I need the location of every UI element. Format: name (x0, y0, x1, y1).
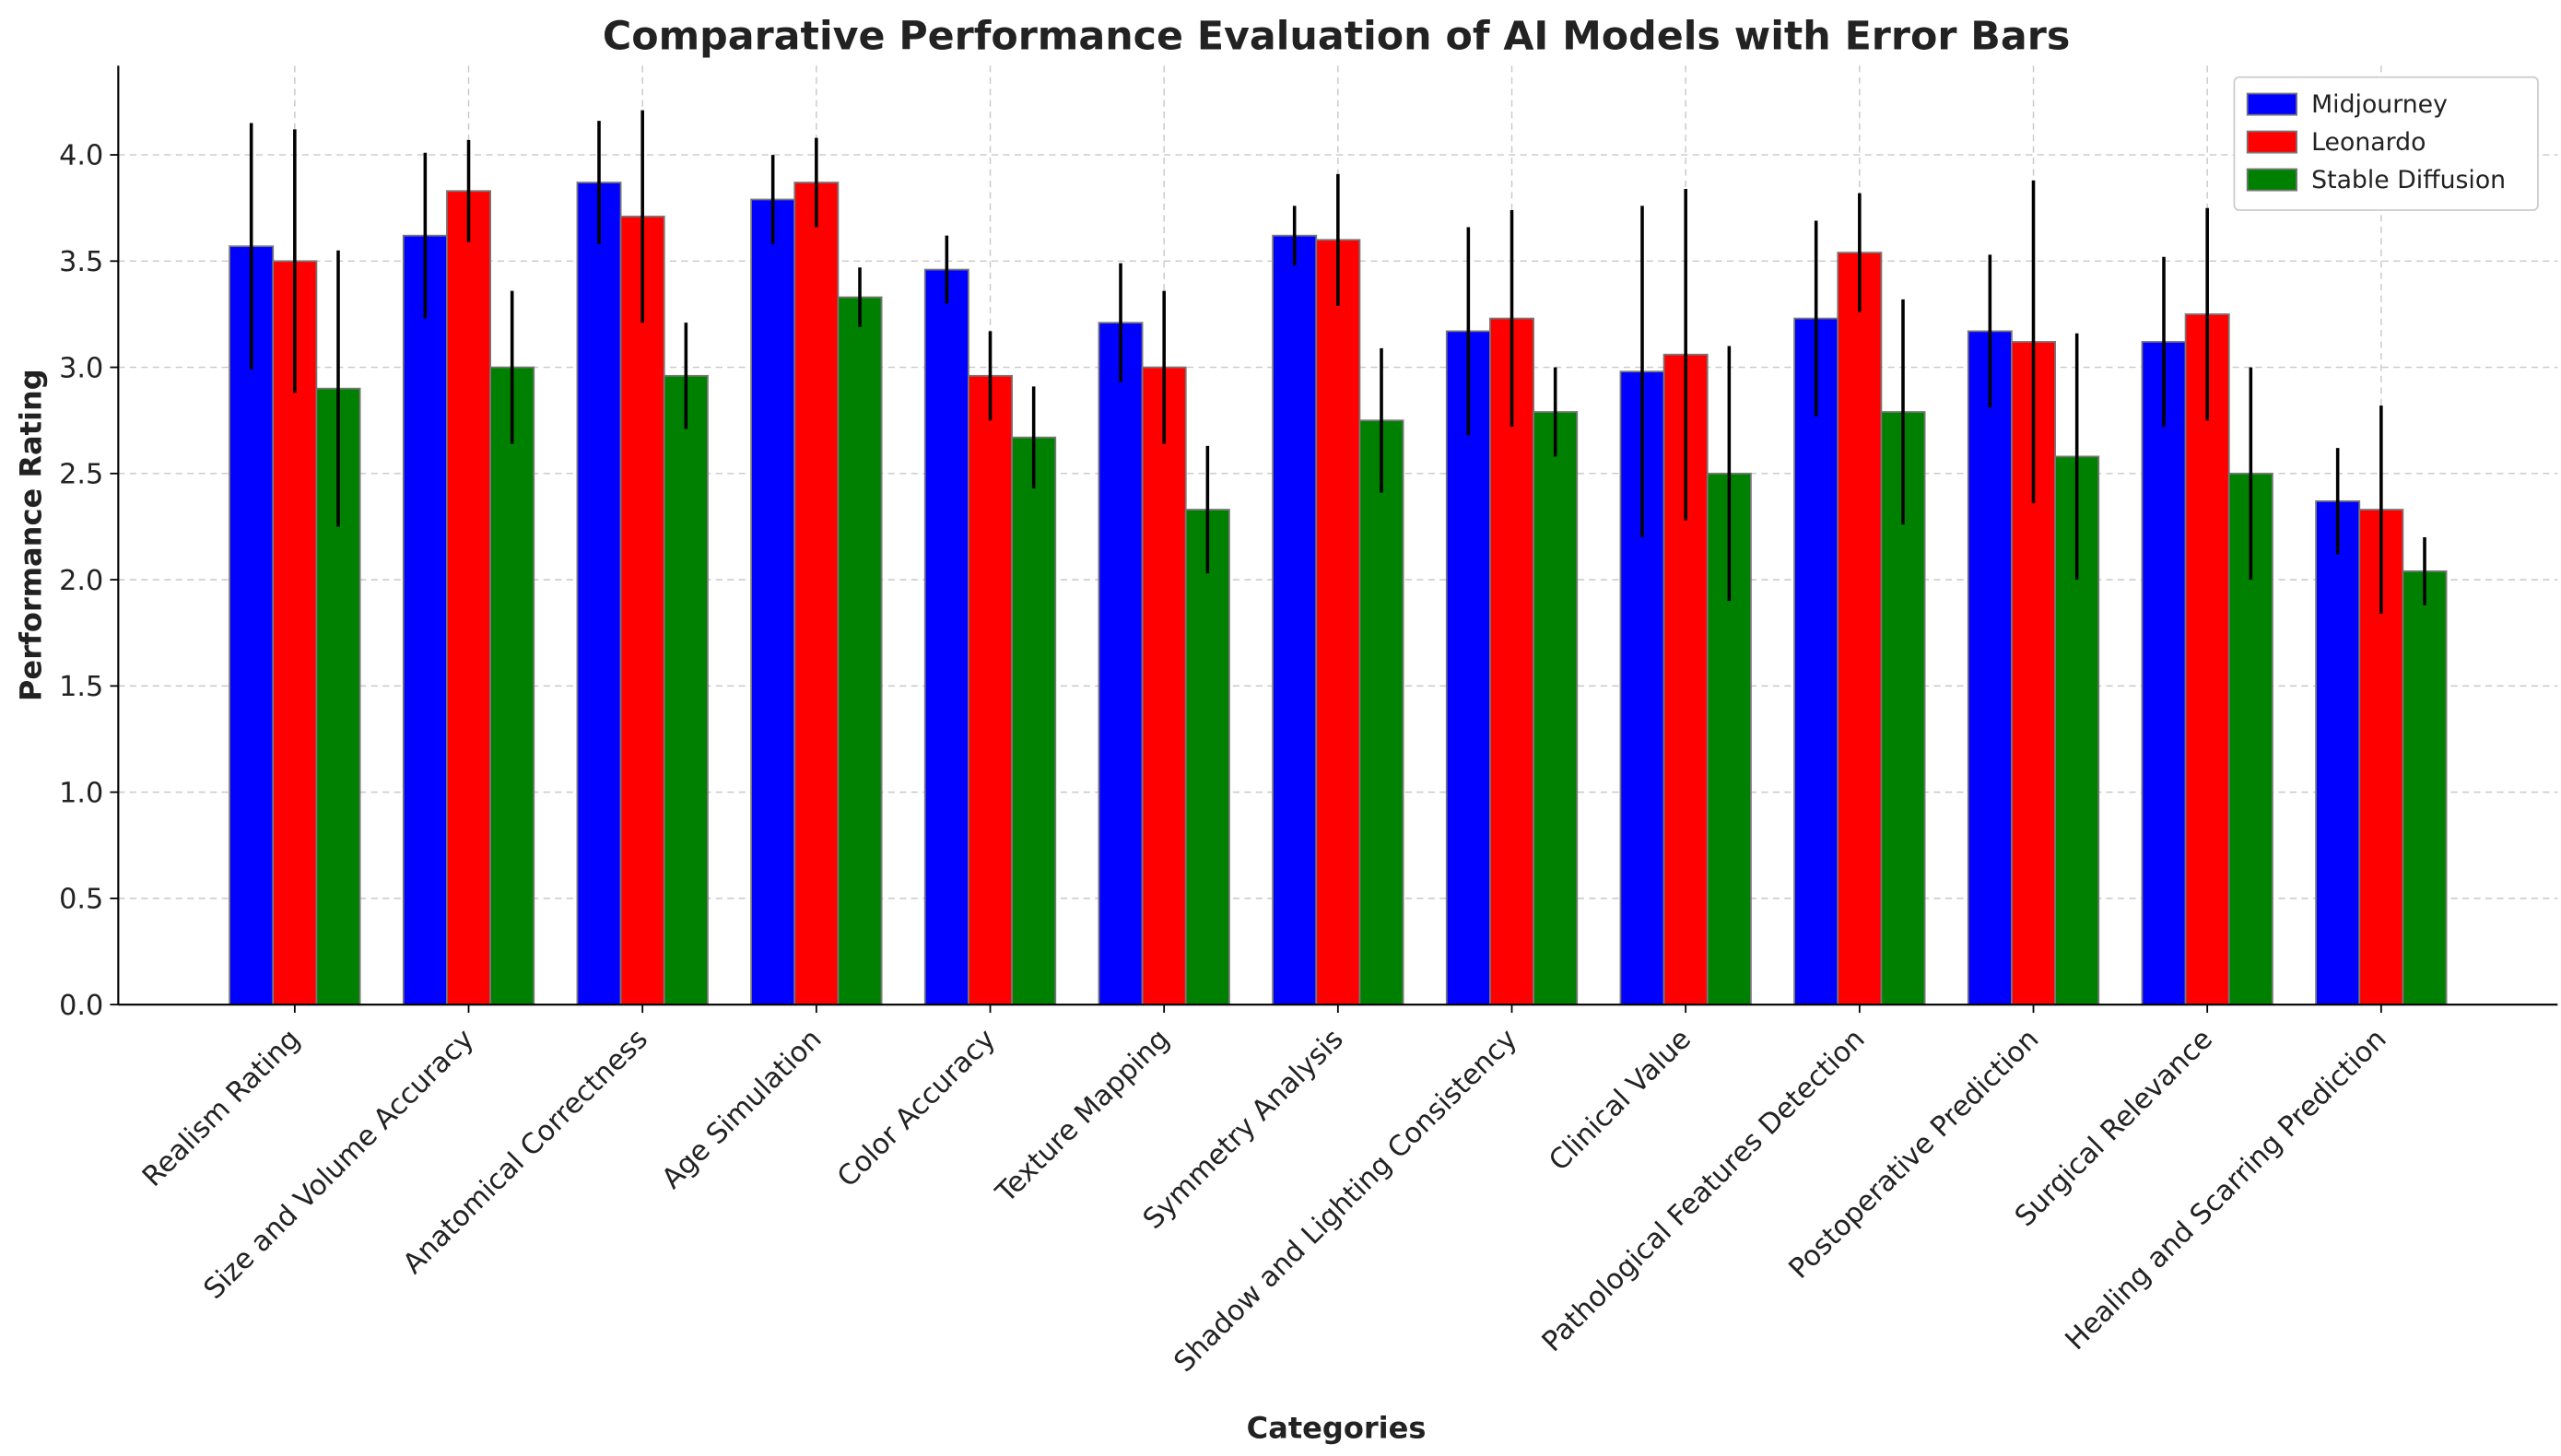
bar (1358, 419, 1404, 1006)
legend-swatch (2246, 130, 2298, 154)
x-tick-label: Pathological Features Detection (1536, 1023, 1872, 1358)
bar (1793, 317, 1839, 1006)
y-tick-label: 3.0 (59, 352, 103, 384)
bar (837, 296, 883, 1006)
x-tick-label: Healing and Scarring Prediction (2060, 1023, 2393, 1356)
y-axis-label: Performance Rating (14, 369, 49, 701)
legend-label: Leonardo (2311, 128, 2426, 157)
bar (402, 234, 448, 1006)
bar (663, 374, 709, 1006)
y-tick-label: 1.5 (59, 671, 103, 703)
bar (968, 374, 1013, 1006)
y-tick-label: 2.0 (59, 565, 103, 597)
bar (315, 387, 361, 1006)
x-tick-label: Texture Mapping (990, 1023, 1176, 1209)
bar (1011, 436, 1057, 1006)
bar (619, 216, 665, 1006)
bar (2315, 499, 2361, 1006)
legend-label: Stable Diffusion (2311, 166, 2506, 194)
bar (1837, 252, 1883, 1006)
bar (1533, 411, 1579, 1006)
legend-swatch (2246, 168, 2298, 192)
legend-box (2233, 76, 2539, 211)
x-axis-label: Categories (1247, 1410, 1427, 1445)
x-tick-label: Symmetry Analysis (1137, 1023, 1350, 1236)
bar (1184, 509, 1230, 1006)
x-tick-label: Color Accuracy (831, 1023, 1002, 1193)
bar (1098, 322, 1144, 1006)
bar (750, 198, 796, 1006)
x-tick-label: Clinical Value (1543, 1023, 1697, 1177)
x-tick-label: Realism Rating (136, 1023, 307, 1193)
bar (576, 182, 622, 1006)
x-tick-label: Surgical Relevance (2009, 1023, 2219, 1233)
legend-label: Midjourney (2311, 90, 2448, 119)
chart-title: Comparative Performance Evaluation of AI… (603, 13, 2070, 59)
y-tick-label: 0.0 (59, 990, 103, 1022)
bar (793, 182, 840, 1006)
x-tick-label: Shadow and Lighting Consistency (1169, 1023, 1524, 1379)
bar (1445, 330, 1491, 1006)
y-tick-label: 2.5 (59, 459, 103, 491)
bar (2184, 313, 2230, 1006)
y-tick-label: 4.0 (59, 140, 103, 172)
y-tick-label: 0.5 (59, 884, 103, 916)
bar (1315, 239, 1361, 1006)
bar (489, 366, 535, 1006)
bar (446, 190, 491, 1006)
bar (923, 268, 969, 1006)
bar (1272, 234, 1318, 1006)
x-tick-label: Age Simulation (656, 1023, 828, 1195)
bar (1967, 330, 2013, 1006)
y-tick-label: 3.5 (59, 246, 103, 278)
bar (2402, 569, 2448, 1006)
bar (1141, 366, 1187, 1006)
bar (2141, 341, 2187, 1006)
legend-swatch (2246, 92, 2298, 116)
y-tick-label: 1.0 (59, 777, 103, 809)
